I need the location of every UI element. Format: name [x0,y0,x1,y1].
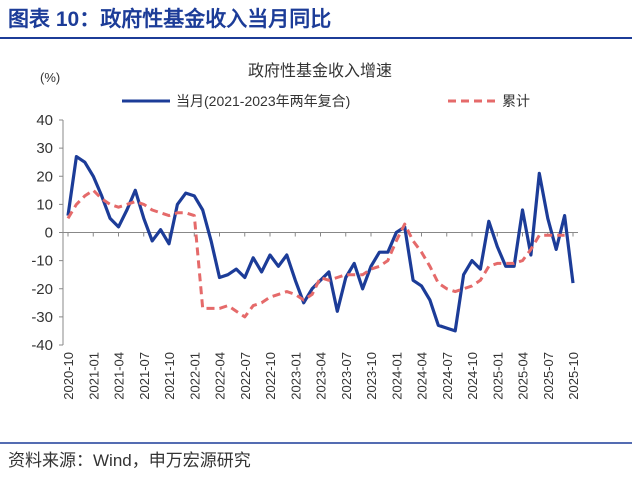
y-tick-label: -10 [31,253,53,270]
chart-title: 政府性基金收入增速 [248,62,392,80]
x-tick-label: 2024-01 [389,352,404,400]
header-title: 图表 10：政府性基金收入当月同比 [8,7,331,31]
y-tick-label: 30 [36,140,53,157]
x-tick-label: 2023-07 [339,352,354,400]
x-tick-label: 2023-10 [364,352,379,400]
x-tick-label: 2022-01 [187,352,202,400]
y-axis-label: (%) [40,70,60,85]
series-line [66,188,565,319]
x-tick-label: 2022-07 [238,352,253,400]
x-tick-label: 2021-07 [137,352,152,400]
x-tick-label: 2022-10 [263,352,278,400]
y-tick-label: -40 [31,337,53,354]
x-tick-label: 2025-04 [516,352,531,400]
x-tick-label: 2020-10 [61,352,76,400]
source: 资料来源：Wind，申万宏源研究 [8,451,251,470]
x-tick-label: 2024-07 [440,352,455,400]
x-tick-label: 2024-10 [465,352,480,400]
legend-label: 当月(2021-2023年两年复合) [176,93,350,109]
x-tick-label: 2023-01 [288,352,303,400]
x-tick-label: 2021-04 [112,352,127,400]
x-tick-label: 2025-07 [541,352,556,400]
x-tick-label: 2025-10 [566,352,581,400]
y-tick-label: -20 [31,281,53,298]
x-tick-label: 2023-04 [314,352,329,400]
y-tick-label: 0 [45,225,53,242]
x-tick-label: 2024-04 [415,352,430,400]
y-tick-label: 20 [36,168,53,185]
y-tick-label: -30 [31,309,53,326]
y-tick-label: 40 [36,112,53,129]
x-tick-label: 2021-10 [162,352,177,400]
x-tick-label: 2021-01 [86,352,101,400]
series-line [66,155,575,333]
legend-label: 累计 [502,93,530,109]
x-tick-label: 2022-04 [213,352,228,400]
x-tick-label: 2025-01 [490,352,505,400]
y-tick-label: 10 [36,196,53,213]
